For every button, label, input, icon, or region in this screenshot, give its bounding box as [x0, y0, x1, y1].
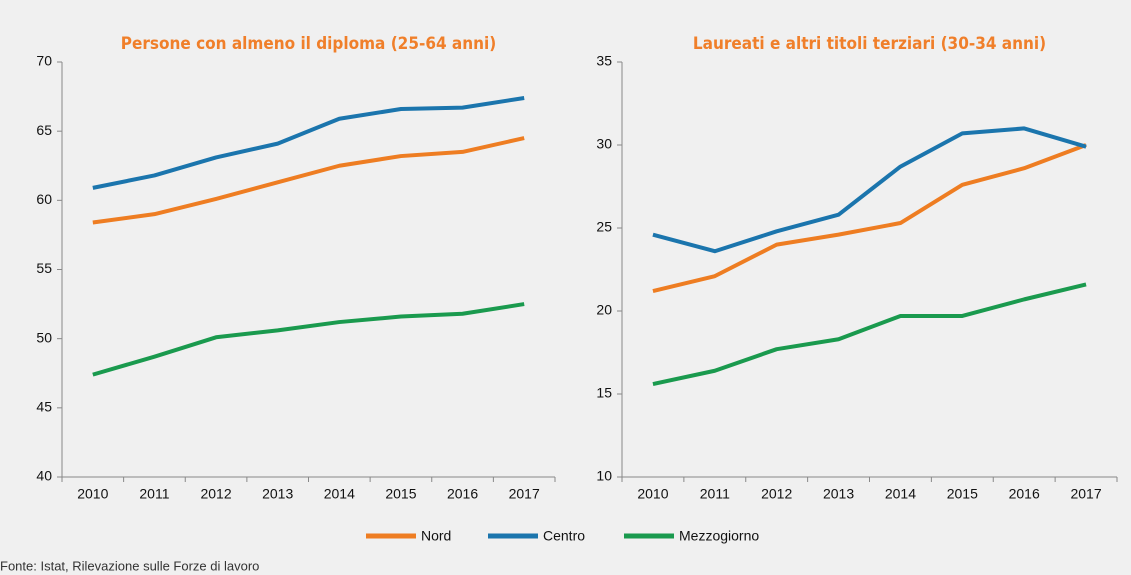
- x-tick-label: 2014: [885, 486, 916, 502]
- y-tick-label: 35: [596, 53, 612, 69]
- x-tick-label: 2012: [200, 486, 231, 502]
- y-tick-label: 30: [596, 136, 612, 152]
- legend-label: Nord: [421, 528, 451, 544]
- legend-label: Mezzogiorno: [679, 528, 759, 544]
- x-tick-label: 2010: [637, 486, 668, 502]
- chart-title: Persone con almeno il diploma (25-64 ann…: [121, 34, 497, 54]
- x-tick-label: 2017: [1070, 486, 1101, 502]
- series-line: [652, 282, 1087, 386]
- y-tick-label: 40: [36, 468, 52, 484]
- y-tick-label: 10: [596, 468, 612, 484]
- y-tick-label: 15: [596, 385, 612, 401]
- x-tick-label: 2016: [1009, 486, 1040, 502]
- x-tick-label: 2013: [262, 486, 293, 502]
- x-tick-label: 2015: [947, 486, 978, 502]
- y-tick-label: 50: [36, 329, 52, 345]
- legend-label: Centro: [543, 528, 585, 544]
- x-tick-label: 2010: [77, 486, 108, 502]
- y-tick-label: 45: [36, 399, 52, 415]
- y-tick-label: 55: [36, 260, 52, 276]
- series-line: [92, 302, 525, 377]
- x-tick-label: 2015: [385, 486, 416, 502]
- series-line: [652, 143, 1087, 294]
- x-tick-label: 2013: [823, 486, 854, 502]
- x-tick-label: 2014: [324, 486, 355, 502]
- y-tick-label: 25: [596, 219, 612, 235]
- series-line: [92, 136, 525, 225]
- x-tick-label: 2017: [509, 486, 540, 502]
- series-line: [92, 95, 525, 190]
- y-tick-label: 70: [36, 53, 52, 69]
- source: Fonte: Istat, Rilevazione sulle Forze di…: [0, 558, 259, 573]
- y-tick-label: 20: [596, 302, 612, 318]
- chart-title: Laureati e altri titoli terziari (30-34 …: [693, 34, 1046, 54]
- x-tick-label: 2012: [761, 486, 792, 502]
- x-tick-label: 2016: [447, 486, 478, 502]
- series-line: [652, 126, 1087, 254]
- y-tick-label: 65: [36, 122, 52, 138]
- x-tick-label: 2011: [700, 486, 730, 502]
- x-tick-label: 2011: [139, 486, 169, 502]
- y-tick-label: 60: [36, 191, 52, 207]
